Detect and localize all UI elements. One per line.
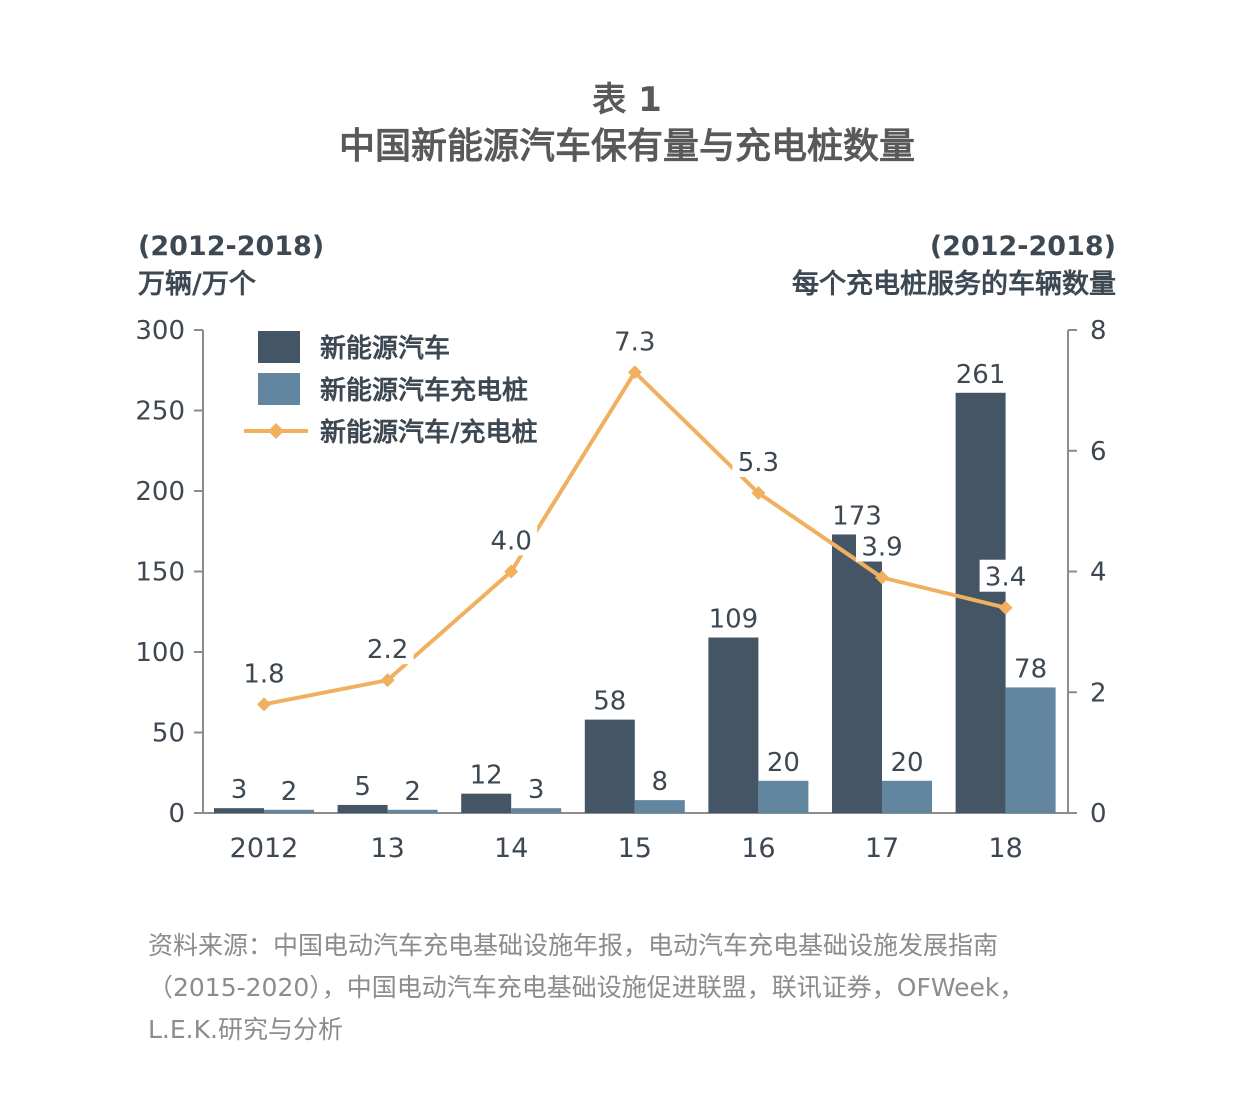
ratio-label-bg xyxy=(856,529,908,562)
ratio-label-bg xyxy=(361,632,414,665)
right-axis-tick-label: 6 xyxy=(1090,437,1107,467)
x-axis-tick-label: 13 xyxy=(370,833,404,864)
legend-swatch-ev xyxy=(258,331,300,363)
bar-pile-label: 8 xyxy=(652,767,669,797)
bar-ev-17 xyxy=(832,534,882,813)
bar-ev-14 xyxy=(461,793,512,813)
source-note: 资料来源：中国电动汽车充电基础设施年报，电动汽车充电基础设施发展指南（2015-… xyxy=(148,931,1025,1044)
ratio-point-18 xyxy=(998,600,1013,615)
bar-ev-label: 5 xyxy=(354,772,371,802)
right-axis-caption-years: (2012-2018) xyxy=(929,231,1116,262)
ratio-label-bg xyxy=(608,324,661,357)
ratio-label: 7.3 xyxy=(614,327,655,357)
bar-pile-label: 2 xyxy=(281,777,298,807)
bar-pile-15 xyxy=(634,800,685,813)
ratio-point-17 xyxy=(875,570,889,585)
legend-swatch-ratio-marker xyxy=(268,423,284,439)
bar-pile-label: 78 xyxy=(1014,654,1047,684)
right-axis-caption-unit: 每个充电桩服务的车辆数量 xyxy=(792,269,1116,300)
bar-pile-2012 xyxy=(264,809,314,813)
bar-ev-label: 58 xyxy=(593,687,626,717)
ratio-label-bg xyxy=(979,559,1032,592)
right-axis-tick-label: 0 xyxy=(1090,799,1107,829)
ratio-label: 2.2 xyxy=(367,635,408,665)
chart-title-number: 表 1 xyxy=(592,80,662,120)
bar-ev-label: 3 xyxy=(231,775,248,805)
bar-pile-label: 3 xyxy=(528,775,545,805)
bar-ev-label: 173 xyxy=(832,501,882,531)
x-axis-tick-label: 16 xyxy=(741,833,775,864)
legend-swatch-pile xyxy=(258,373,300,405)
left-axis-tick-label: 250 xyxy=(135,397,185,427)
ratio-point-15 xyxy=(627,365,642,380)
x-axis-tick-label: 18 xyxy=(988,833,1022,864)
x-axis-tick-label: 2012 xyxy=(230,833,299,864)
bar-ev-15 xyxy=(584,719,635,813)
bar-pile-label: 2 xyxy=(404,777,421,807)
bar-ev-label: 12 xyxy=(470,761,503,791)
bar-ev-label: 261 xyxy=(956,360,1006,390)
left-axis-tick-label: 100 xyxy=(135,638,185,668)
ratio-point-14 xyxy=(504,564,519,579)
ratio-label-bg xyxy=(238,656,290,689)
right-axis-tick-label: 2 xyxy=(1090,678,1107,708)
right-axis-caption: (2012-2018) 每个充电桩服务的车辆数量 xyxy=(792,228,1116,304)
ratio-point-2012 xyxy=(257,697,271,712)
ratio-label: 4.0 xyxy=(491,527,532,557)
ratio-label: 3.4 xyxy=(985,563,1026,593)
bar-pile-17 xyxy=(882,780,932,813)
ratio-point-13 xyxy=(380,673,395,688)
left-axis-tick-label: 300 xyxy=(135,316,185,346)
chart-title: 中国新能源汽车保有量与充电桩数量 xyxy=(338,126,915,167)
x-axis-tick-label: 14 xyxy=(494,833,528,864)
right-axis-tick-label: 4 xyxy=(1090,558,1107,588)
left-axis-caption-unit: 万辆/万个 xyxy=(138,269,256,300)
bar-pile-label: 20 xyxy=(767,748,800,778)
chart-title-block: 表 1 中国新能源汽车保有量与充电桩数量 xyxy=(0,78,1254,172)
left-axis-tick-label: 0 xyxy=(168,799,185,829)
x-axis-tick-label: 15 xyxy=(618,833,652,864)
bar-pile-16 xyxy=(758,780,809,813)
left-axis-tick-label: 200 xyxy=(135,477,185,507)
right-axis-tick-label: 8 xyxy=(1090,316,1107,346)
ratio-label-bg xyxy=(732,445,785,478)
legend-label-ev: 新能源汽车 xyxy=(320,333,450,364)
bar-ev-2012 xyxy=(214,808,264,813)
bar-ev-16 xyxy=(708,637,759,813)
ratio-label: 3.9 xyxy=(861,533,902,563)
bar-ev-label: 109 xyxy=(709,605,759,635)
left-axis-tick-label: 50 xyxy=(152,719,185,749)
left-axis-caption-years: (2012-2018) xyxy=(138,231,325,262)
legend-label-pile: 新能源汽车充电桩 xyxy=(320,375,528,406)
ratio-label-bg xyxy=(485,523,538,556)
bar-pile-13 xyxy=(387,809,438,813)
left-axis-caption: (2012-2018) 万辆/万个 xyxy=(138,228,324,304)
bar-pile-14 xyxy=(511,808,562,813)
left-axis-tick-label: 150 xyxy=(135,558,185,588)
legend-label-ratio: 新能源汽车/充电桩 xyxy=(320,417,538,448)
bar-pile-label: 20 xyxy=(890,748,923,778)
ratio-point-16 xyxy=(751,486,766,501)
ratio-label: 5.3 xyxy=(738,448,779,478)
ratio-label: 1.8 xyxy=(243,659,284,689)
bar-pile-18 xyxy=(1005,687,1056,813)
x-axis-tick-label: 17 xyxy=(865,833,899,864)
bar-ev-13 xyxy=(337,804,388,813)
